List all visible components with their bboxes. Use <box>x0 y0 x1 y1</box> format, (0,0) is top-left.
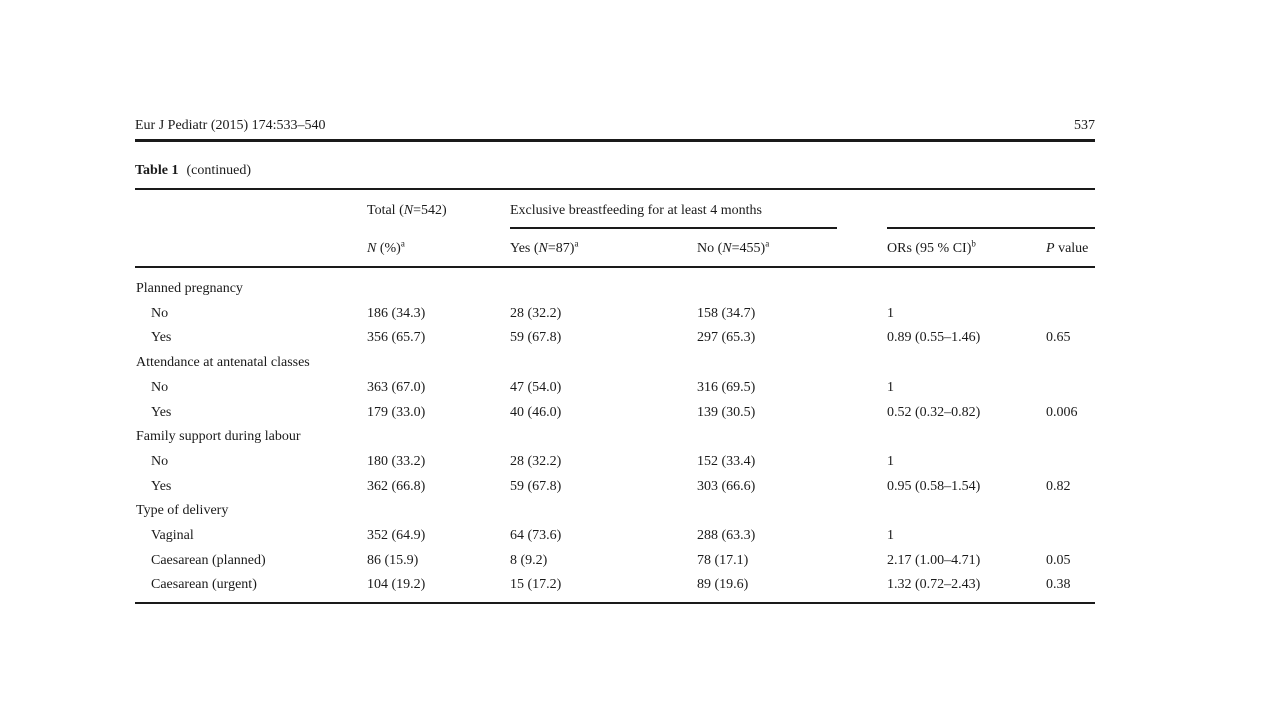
section-heading: Type of delivery <box>136 503 229 519</box>
cell-total: 362 (66.8) <box>367 478 426 494</box>
row-label: Caesarean (urgent) <box>151 577 257 593</box>
cell-or: 1 <box>887 453 894 469</box>
running-header: Eur J Pediatr (2015) 174:533–540 537 <box>135 116 1095 136</box>
row-label: Caesarean (planned) <box>151 552 266 568</box>
cell-or: 0.89 (0.55–1.46) <box>887 330 981 346</box>
row-label: No <box>151 379 169 395</box>
col-header-p-value: P value <box>1046 241 1089 256</box>
cell-total: 180 (33.2) <box>367 453 426 469</box>
cell-no: 288 (63.3) <box>697 528 756 543</box>
row-label: Yes <box>151 404 172 420</box>
cell-no: 158 (34.7) <box>697 305 756 321</box>
cell-or: 0.52 (0.32–0.82) <box>887 404 981 420</box>
row-label: No <box>151 305 169 321</box>
cell-yes: 28 (32.2) <box>510 305 562 321</box>
cell-no: 89 (19.6) <box>697 577 749 593</box>
table-caption: Table 1 (continued) <box>135 163 251 179</box>
cell-no: 297 (65.3) <box>697 330 756 346</box>
page-number: 537 <box>1074 118 1095 133</box>
cell-yes: 28 (32.2) <box>510 453 562 469</box>
cell-yes: 47 (54.0) <box>510 379 562 395</box>
cell-total: 356 (65.7) <box>367 330 426 346</box>
cell-yes: 59 (67.8) <box>510 478 562 494</box>
cell-total: 104 (19.2) <box>367 577 426 593</box>
cell-total: 179 (33.0) <box>367 404 426 420</box>
row-label: Vaginal <box>151 528 194 543</box>
cell-p-value: 0.38 <box>1046 577 1071 593</box>
col-header-or: ORs (95 % CI)b <box>887 238 976 256</box>
cell-yes: 40 (46.0) <box>510 404 562 420</box>
col-group-rule <box>510 227 837 229</box>
section-heading: Attendance at antenatal classes <box>136 355 310 371</box>
col-group-exclusive-breastfeeding: Exclusive breastfeeding for at least 4 m… <box>510 203 762 218</box>
cell-or: 1 <box>887 528 894 543</box>
table-bottom-rule <box>135 602 1095 604</box>
journal-citation: Eur J Pediatr (2015) 174:533–540 <box>135 118 326 133</box>
row-label: Yes <box>151 478 172 494</box>
cell-yes: 64 (73.6) <box>510 528 562 543</box>
cell-yes: 15 (17.2) <box>510 577 562 593</box>
cell-no: 152 (33.4) <box>697 453 756 469</box>
cell-or: 1 <box>887 305 894 321</box>
cell-no: 78 (17.1) <box>697 552 749 568</box>
col-group-total: Total (N=542) <box>367 203 447 218</box>
col-header-yes: Yes (N=87)a <box>510 238 579 256</box>
cell-total: 86 (15.9) <box>367 552 419 568</box>
cell-total: 352 (64.9) <box>367 528 426 543</box>
cell-no: 139 (30.5) <box>697 404 756 420</box>
row-label: Yes <box>151 330 172 346</box>
cell-or: 1 <box>887 379 894 395</box>
cell-p-value: 0.65 <box>1046 330 1071 346</box>
section-heading: Family support during labour <box>136 429 301 445</box>
cell-or: 1.32 (0.72–2.43) <box>887 577 981 593</box>
cell-or: 0.95 (0.58–1.54) <box>887 478 981 494</box>
cell-yes: 59 (67.8) <box>510 330 562 346</box>
cell-or: 2.17 (1.00–4.71) <box>887 552 981 568</box>
cell-no: 316 (69.5) <box>697 379 756 395</box>
cell-p-value: 0.006 <box>1046 404 1078 420</box>
cell-no: 303 (66.6) <box>697 478 756 494</box>
cell-p-value: 0.82 <box>1046 478 1071 494</box>
cell-total: 363 (67.0) <box>367 379 426 395</box>
col-header-no: No (N=455)a <box>697 238 770 256</box>
header-rule <box>135 139 1095 142</box>
cell-p-value: 0.05 <box>1046 552 1071 568</box>
header-bottom-rule <box>135 266 1095 268</box>
cell-yes: 8 (9.2) <box>510 552 548 568</box>
table-caption-text: (continued) <box>186 163 251 178</box>
table-top-rule <box>135 188 1095 190</box>
col-header-n-percent: N (%)a <box>367 238 405 256</box>
section-heading: Planned pregnancy <box>136 281 243 296</box>
table-label: Table 1 <box>135 163 179 178</box>
row-label: No <box>151 453 169 469</box>
cell-total: 186 (34.3) <box>367 305 426 321</box>
col-group-rule-or <box>887 227 1095 229</box>
